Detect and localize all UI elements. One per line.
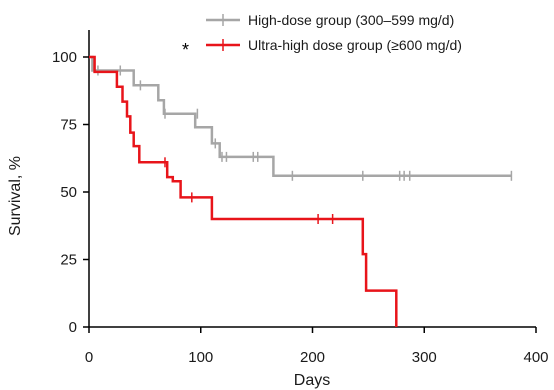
x-tick-label: 100 <box>188 349 213 366</box>
x-tick-label: 300 <box>412 349 437 366</box>
survival-curves <box>89 55 513 327</box>
survival-curve-ultra-high-dose <box>89 55 398 327</box>
y-tick-label: 75 <box>60 117 77 134</box>
legend-item-high-dose: High-dose group (300–599 mg/d) <box>206 12 454 28</box>
legend-label-ultra-high-dose: Ultra-high dose group (≥600 mg/d) <box>248 37 462 53</box>
series-high-dose <box>89 55 513 181</box>
y-tick-label: 100 <box>52 49 77 66</box>
significance-asterisk: * <box>182 40 189 60</box>
legend-item-ultra-high-dose: Ultra-high dose group (≥600 mg/d) <box>206 37 462 53</box>
legend: High-dose group (300–599 mg/d) Ultra-hig… <box>182 12 462 60</box>
x-tick-label: 400 <box>523 349 548 366</box>
axis-ticks: 0 100 200 300 400 0 25 50 75 100 <box>52 49 549 366</box>
survival-curve-high-dose <box>89 55 512 178</box>
x-axis-title: Days <box>294 372 330 389</box>
y-tick-label: 50 <box>60 184 77 201</box>
series-ultra-high-dose <box>89 55 398 327</box>
y-tick-label: 0 <box>69 319 77 336</box>
axes <box>88 30 536 328</box>
y-tick-label: 25 <box>60 252 77 269</box>
x-tick-label: 0 <box>85 349 93 366</box>
legend-label-high-dose: High-dose group (300–599 mg/d) <box>248 12 454 28</box>
y-axis-title: Survival, % <box>7 156 24 236</box>
x-tick-label: 200 <box>300 349 325 366</box>
